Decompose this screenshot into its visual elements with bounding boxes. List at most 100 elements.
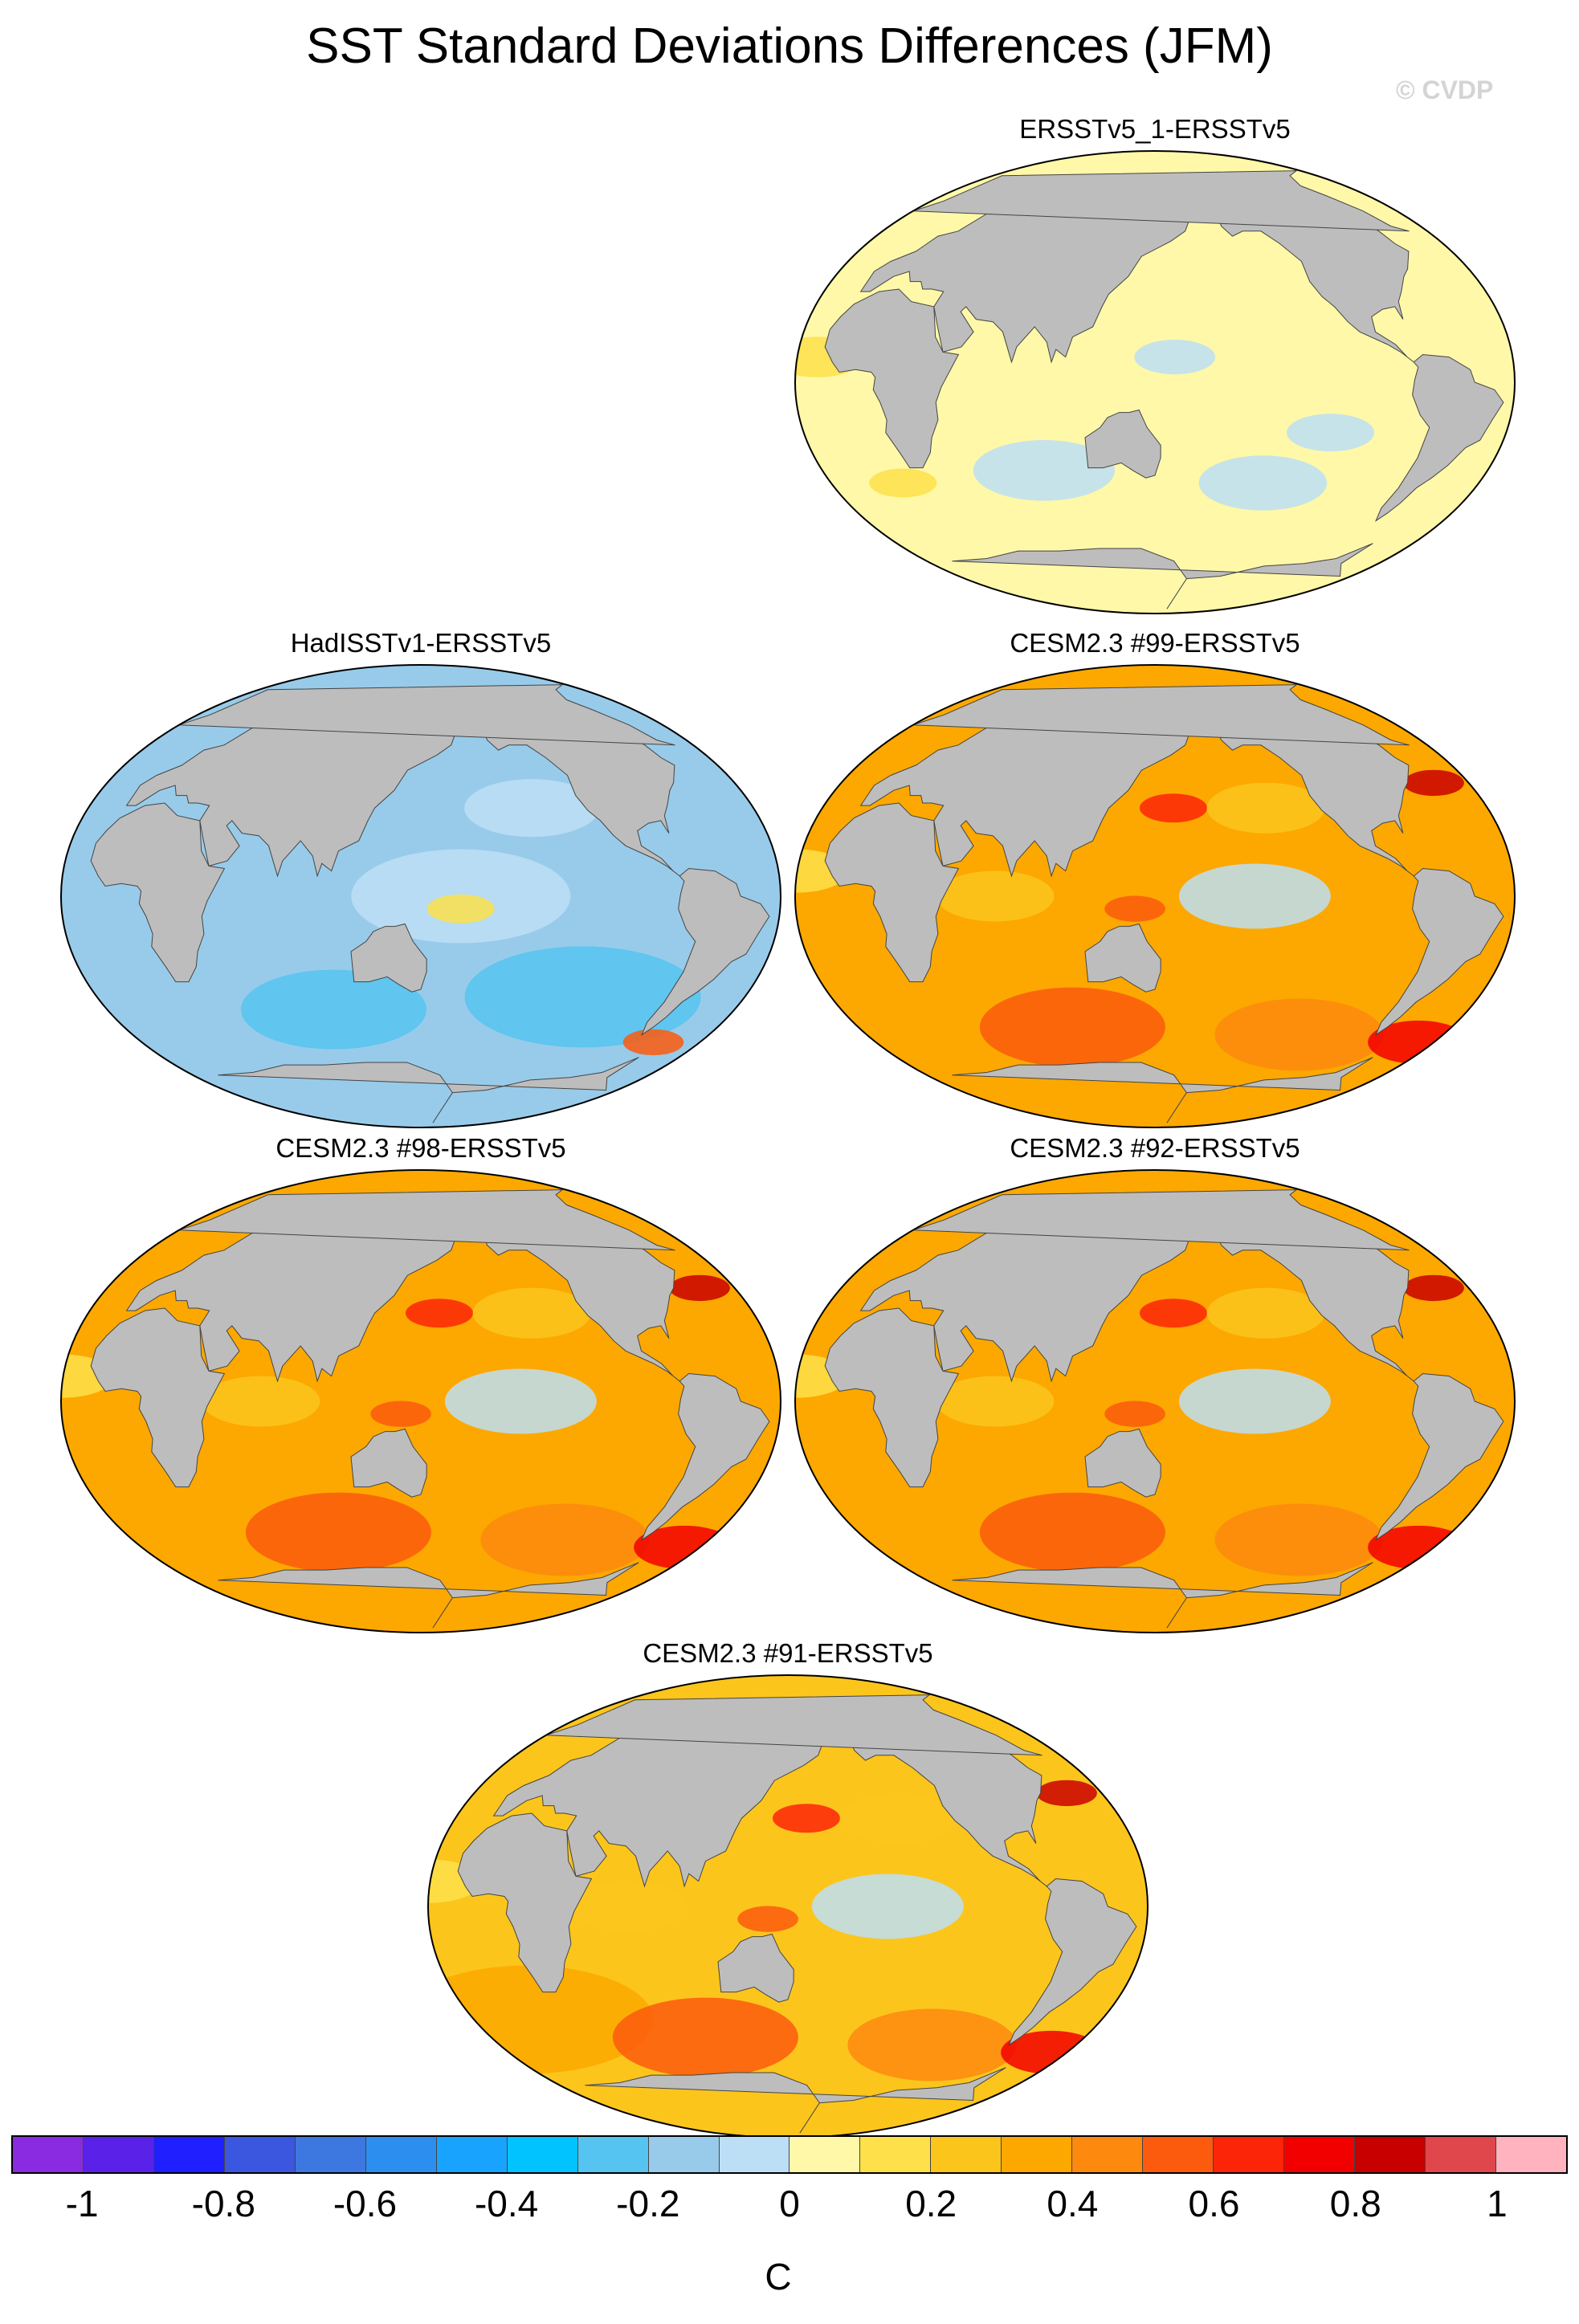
colorbar-swatch — [1214, 2137, 1285, 2172]
anomaly-region — [1214, 1503, 1384, 1576]
colorbar-swatch — [648, 2137, 720, 2172]
colorbar-swatch — [1143, 2137, 1214, 2172]
south-america-landmass — [1374, 353, 1504, 522]
colorbar-swatch — [931, 2137, 1002, 2172]
panel-label: HadISSTv1-ERSSTv5 — [290, 628, 552, 658]
anomaly-region — [936, 870, 1055, 922]
colorbar-tick-label: 1 — [1487, 2183, 1508, 2224]
anomaly-region — [979, 1492, 1165, 1572]
map-panel-2: HadISSTv1-ERSSTv5 — [47, 628, 794, 1130]
colorbar-swatch — [13, 2137, 84, 2172]
map-panel-5: CESM2.3 #92-ERSSTv5 — [781, 1133, 1528, 1635]
anomaly-region — [569, 1881, 687, 1932]
colorbar-swatch — [1355, 2137, 1426, 2172]
world-map — [60, 664, 781, 1128]
australia-landmass — [1084, 1428, 1161, 1498]
world-map — [794, 150, 1516, 614]
anomaly-region — [1206, 1287, 1325, 1339]
australia-landmass — [350, 923, 427, 993]
map-outline — [60, 664, 781, 1128]
anomaly-region — [1198, 455, 1328, 511]
colorbar-swatch — [1284, 2137, 1356, 2172]
anomaly-region — [464, 946, 701, 1048]
panel-label: ERSSTv5_1-ERSSTv5 — [1019, 114, 1291, 144]
world-map — [794, 664, 1516, 1128]
colorbar-swatch — [295, 2137, 366, 2172]
map-outline — [794, 150, 1516, 614]
antarctica-landmass — [952, 1562, 1373, 1629]
world-map — [794, 1169, 1516, 1633]
map-panel-1: ERSSTv5_1-ERSSTv5 — [781, 114, 1528, 616]
africa-landmass — [90, 802, 226, 983]
map-outline — [60, 1169, 781, 1633]
anomaly-region — [979, 987, 1165, 1067]
south-america-landmass — [1374, 1372, 1504, 1541]
south-america-landmass — [1374, 867, 1504, 1036]
anomaly-region — [464, 779, 600, 838]
anomaly-region — [241, 969, 426, 1050]
colorbar-unit-label: C — [765, 2256, 792, 2297]
colorbar-swatch — [224, 2137, 296, 2172]
colorbar-tick-label: -1 — [65, 2183, 99, 2224]
colorbar-swatch — [365, 2137, 437, 2172]
africa-landmass — [824, 802, 960, 983]
anomaly-region — [1140, 793, 1207, 823]
anomaly-region — [480, 1503, 650, 1576]
australia-landmass — [350, 1428, 427, 1498]
anomaly-region — [773, 1804, 840, 1833]
anomaly-region — [973, 440, 1116, 501]
colorbar-tick-label: 0 — [779, 2183, 800, 2224]
anomaly-region — [1206, 782, 1325, 834]
colorbar-swatch — [1072, 2137, 1144, 2172]
anomaly-region — [1403, 1274, 1464, 1302]
colorbar-swatch — [1002, 2137, 1073, 2172]
antarctica-landmass — [218, 1562, 639, 1629]
anomaly-region — [1104, 1401, 1165, 1427]
anomaly-region — [869, 468, 937, 498]
anomaly-region — [737, 1906, 798, 1932]
colorbar-tick-label: -0.4 — [474, 2183, 539, 2224]
colorbar-swatch — [1496, 2137, 1566, 2172]
australia-landmass — [1084, 923, 1161, 993]
watermark-text: © CVDP — [1396, 75, 1494, 104]
south-america-landmass — [640, 867, 770, 1036]
anomaly-region — [1140, 1299, 1207, 1328]
panel-label: CESM2.3 #99-ERSSTv5 — [1010, 628, 1300, 658]
anomaly-region — [1036, 1780, 1097, 1807]
map-outline — [794, 1169, 1516, 1633]
south-america-landmass — [640, 1372, 770, 1541]
africa-landmass — [90, 1307, 226, 1488]
colorbar-tick-label: 0.6 — [1188, 2183, 1240, 2224]
anomaly-region — [202, 1376, 320, 1427]
colorbar-swatch — [507, 2137, 578, 2172]
anomaly-region — [245, 1492, 431, 1572]
anomaly-region — [622, 1029, 684, 1056]
anomaly-region — [1178, 863, 1331, 929]
colorbar-swatches — [11, 2135, 1568, 2174]
antarctica-landmass — [218, 1057, 639, 1123]
colorbar-swatch — [1426, 2137, 1497, 2172]
africa-landmass — [824, 1307, 960, 1488]
colorbar-swatch — [790, 2137, 861, 2172]
colorbar-tick-label: -0.2 — [616, 2183, 680, 2224]
anomaly-region — [669, 1274, 730, 1302]
anomaly-region — [406, 1299, 473, 1328]
colorbar-swatch — [860, 2137, 932, 2172]
anomaly-region — [370, 1401, 431, 1427]
africa-landmass — [457, 1812, 593, 1993]
colorbar-tick-label: 0.2 — [905, 2183, 957, 2224]
anomaly-region — [1104, 895, 1165, 922]
colorbar: -1 -0.8 -0.6 -0.4 -0.2 0 0.2 0.4 0.6 0.8 1 — [11, 2135, 1568, 2224]
australia-landmass — [717, 1933, 794, 2003]
anomaly-region — [612, 1997, 798, 2077]
anomaly-region — [839, 1792, 958, 1844]
panel-label: CESM2.3 #92-ERSSTv5 — [1010, 1133, 1300, 1163]
anomaly-region — [472, 1287, 591, 1339]
anomaly-region — [174, 892, 310, 951]
anomaly-region — [1178, 1368, 1331, 1434]
colorbar-tick-label: -0.8 — [191, 2183, 255, 2224]
map-outline — [794, 664, 1516, 1128]
world-map — [60, 1169, 781, 1633]
colorbar-tick-label: 0.8 — [1329, 2183, 1381, 2224]
australia-landmass — [1084, 409, 1161, 479]
